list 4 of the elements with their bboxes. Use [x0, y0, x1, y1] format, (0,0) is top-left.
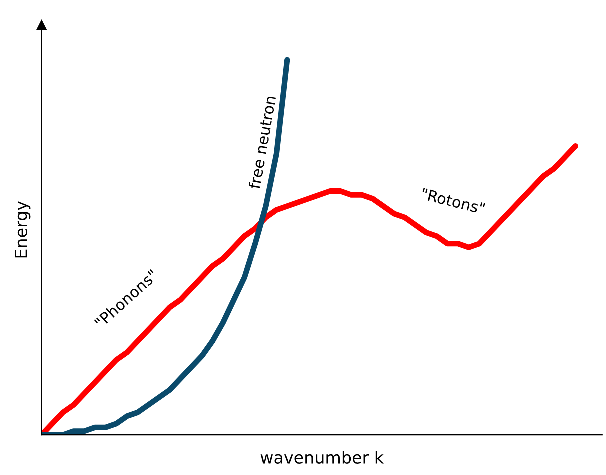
y-axis-title: Energy: [15, 201, 31, 258]
text: free neutron: [248, 96, 276, 190]
annotation: "Rotons": [421, 188, 486, 215]
x-axis-title: wavenumber k: [260, 451, 384, 464]
